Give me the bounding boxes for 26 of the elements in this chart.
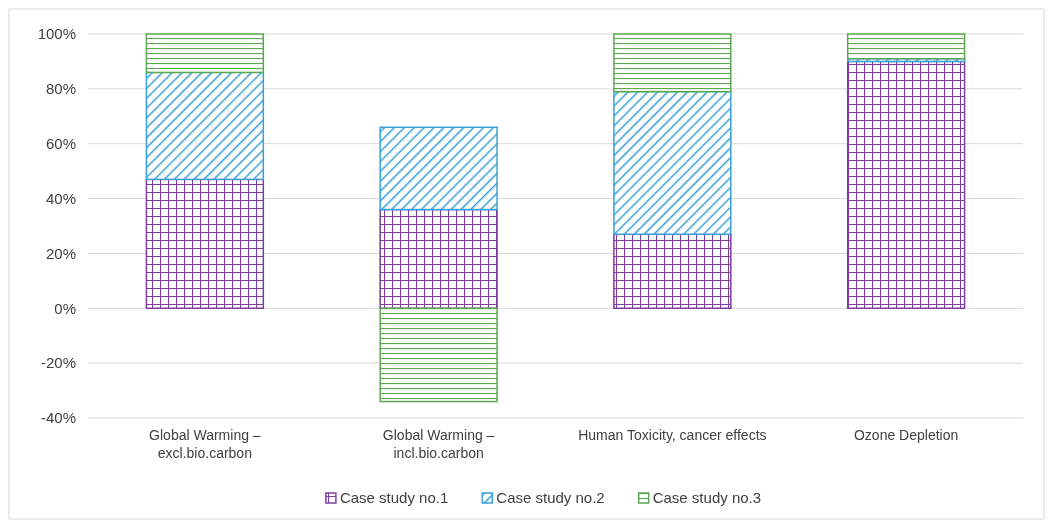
bar bbox=[145, 33, 265, 74]
bar bbox=[379, 208, 498, 310]
x-tick-label: Global Warming – incl.bio.carbon bbox=[382, 427, 495, 461]
y-tick-label: 60% bbox=[45, 134, 76, 152]
bar bbox=[145, 178, 265, 310]
bar bbox=[379, 307, 498, 403]
y-tick-label: -20% bbox=[40, 354, 76, 372]
bar bbox=[613, 33, 732, 93]
x-tick-label: Human Toxicity, cancer effects bbox=[578, 427, 767, 443]
y-tick-label: 20% bbox=[45, 244, 76, 262]
bar bbox=[613, 233, 732, 310]
bar bbox=[145, 71, 265, 181]
x-tick-label: Ozone Depletion bbox=[853, 427, 959, 443]
y-tick-label: 0% bbox=[54, 299, 76, 317]
bar bbox=[846, 33, 966, 60]
y-tick-label: 80% bbox=[45, 80, 76, 98]
legend-label: Case study no.3 bbox=[652, 489, 762, 507]
x-tick-label: Global Warming – excl.bio.carbon bbox=[149, 427, 261, 461]
y-tick-label: 100% bbox=[37, 25, 76, 43]
bar bbox=[846, 60, 966, 310]
y-tick-label: -40% bbox=[40, 409, 76, 427]
y-tick-label: 40% bbox=[45, 189, 76, 207]
legend-label: Case study no.1 bbox=[339, 489, 449, 507]
bar bbox=[379, 126, 498, 211]
legend-label: Case study no.2 bbox=[496, 489, 605, 507]
bar bbox=[613, 90, 732, 235]
